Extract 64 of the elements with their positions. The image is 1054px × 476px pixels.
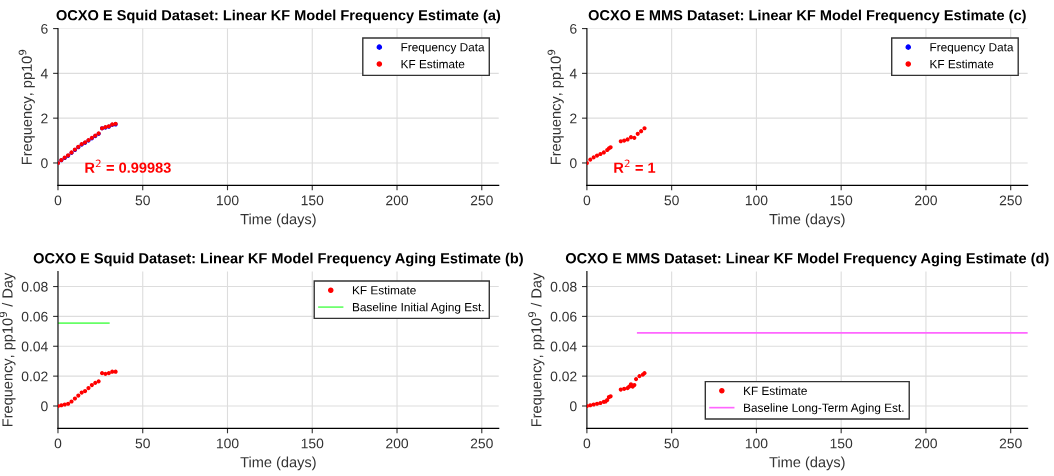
y-tick-label: 0.02 bbox=[550, 371, 577, 382]
y-axis-title: Frequency, pp10$^{9}$ / Day bbox=[0, 272, 16, 427]
x-tick-label: 200 bbox=[386, 438, 409, 449]
x-tick-label: 250 bbox=[999, 195, 1022, 206]
x-tick-label: 100 bbox=[216, 195, 239, 206]
legend-label: KF Estimate bbox=[930, 59, 994, 69]
y-tick-label: 0.04 bbox=[550, 341, 577, 352]
x-tick-label: 200 bbox=[915, 438, 937, 449]
y-axis-title: Frequency, pp10$^{9}$ / Day bbox=[528, 272, 545, 427]
y-tick-label: 0.06 bbox=[550, 311, 577, 322]
y-tick-label: 0.06 bbox=[21, 311, 48, 322]
x-axis-title: Time (days) bbox=[769, 213, 845, 228]
y-tick-label: 6 bbox=[570, 23, 577, 34]
x-tick-label: 150 bbox=[830, 438, 853, 449]
x-tick-label: 50 bbox=[135, 438, 150, 449]
y-axis-title: Frequency, pp10$^{9}$ bbox=[547, 49, 564, 165]
y-tick-label: 4 bbox=[40, 68, 48, 79]
y-tick-label: 0.04 bbox=[21, 341, 48, 352]
y-tick-label: 0.08 bbox=[550, 281, 577, 292]
y-tick-label: 2 bbox=[41, 113, 48, 124]
x-tick-label: 250 bbox=[470, 438, 493, 449]
chart-title: OCXO E MMS Dataset: Linear KF Model Frequency Estimate (c) bbox=[588, 9, 1026, 24]
x-tick-label: 50 bbox=[664, 438, 679, 449]
y-tick-label: 0 bbox=[41, 158, 48, 169]
legend-label: Baseline Long-Term Aging Est. bbox=[744, 403, 904, 415]
x-tick-label: 200 bbox=[915, 195, 937, 206]
x-tick-label: 100 bbox=[745, 195, 768, 206]
x-tick-label: 50 bbox=[664, 195, 679, 206]
y-axis-title: Frequency, pp10$^{9}$ bbox=[18, 49, 35, 165]
chart-title: OCXO E Squid Dataset: Linear KF Model Frequency Aging Estimate (b) bbox=[33, 252, 523, 267]
legend-label: Baseline Initial Aging Est. bbox=[352, 302, 484, 314]
y-tick-label: 4 bbox=[569, 68, 577, 79]
x-tick-label: 200 bbox=[386, 195, 409, 206]
x-tick-label: 0 bbox=[54, 438, 62, 449]
annotation: R$^{2}$ = 1 bbox=[614, 159, 656, 173]
y-tick-label: 0 bbox=[41, 401, 48, 412]
chart-title: OCXO E MMS Dataset: Linear KF Model Frequency Aging Estimate (d) bbox=[565, 252, 1049, 267]
y-tick-label: 0.02 bbox=[21, 371, 48, 382]
x-tick-label: 0 bbox=[583, 195, 591, 206]
y-tick-label: 0 bbox=[569, 158, 577, 169]
y-tick-label: 0.08 bbox=[21, 281, 48, 292]
legend-label: KF Estimate bbox=[352, 285, 416, 295]
legend-label: KF Estimate bbox=[401, 59, 465, 69]
x-tick-label: 0 bbox=[54, 195, 62, 206]
x-tick-label: 100 bbox=[745, 438, 768, 449]
legend-label: KF Estimate bbox=[744, 386, 807, 395]
x-tick-label: 50 bbox=[135, 195, 150, 206]
x-tick-label: 0 bbox=[583, 438, 591, 449]
x-tick-label: 150 bbox=[830, 195, 853, 206]
x-axis-title: Time (days) bbox=[240, 213, 316, 228]
x-tick-label: 250 bbox=[470, 195, 493, 206]
y-tick-label: 0 bbox=[569, 401, 577, 412]
chart-title: OCXO E Squid Dataset: Linear KF Model Frequency Estimate (a) bbox=[56, 9, 501, 24]
x-tick-label: 250 bbox=[999, 438, 1022, 449]
y-tick-label: 2 bbox=[570, 113, 577, 124]
legend-label: Frequency Data bbox=[930, 43, 1014, 54]
y-tick-label: 6 bbox=[41, 23, 48, 34]
x-axis-title: Time (days) bbox=[769, 456, 845, 471]
legend-label: Frequency Data bbox=[401, 43, 485, 54]
x-axis-title: Time (days) bbox=[240, 456, 316, 471]
x-tick-label: 150 bbox=[301, 195, 324, 206]
x-tick-label: 150 bbox=[301, 438, 324, 449]
annotation: R$^{2}$ = 0.99983 bbox=[85, 159, 171, 173]
x-tick-label: 100 bbox=[216, 438, 239, 449]
